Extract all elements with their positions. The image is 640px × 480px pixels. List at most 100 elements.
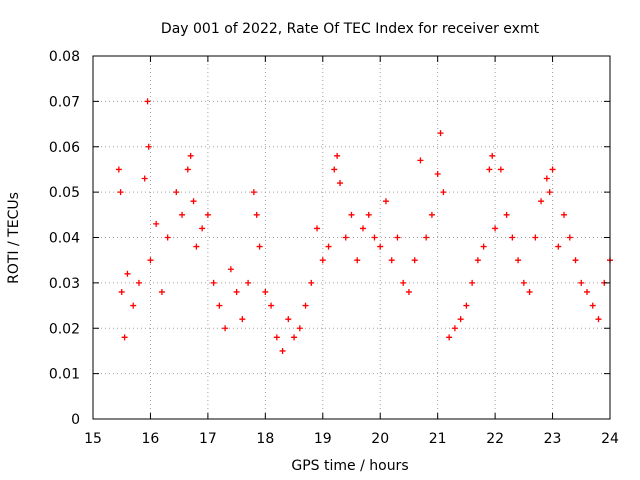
data-point xyxy=(411,257,418,264)
data-point xyxy=(423,234,430,241)
y-tick-label: 0.07 xyxy=(49,94,80,110)
data-point xyxy=(153,220,160,227)
data-point xyxy=(245,279,252,286)
data-point xyxy=(561,211,568,218)
data-point xyxy=(117,189,124,196)
data-point xyxy=(145,143,152,150)
y-tick-label: 0.03 xyxy=(49,276,80,292)
data-point xyxy=(474,257,481,264)
data-point xyxy=(227,266,234,273)
data-point xyxy=(158,288,165,295)
data-point xyxy=(121,334,128,341)
x-axis-title: GPS time / hours xyxy=(291,458,408,474)
data-point xyxy=(314,225,321,232)
data-point xyxy=(566,234,573,241)
data-point xyxy=(595,316,602,323)
data-point xyxy=(589,302,596,309)
data-point xyxy=(144,98,151,105)
data-point xyxy=(394,234,401,241)
data-point xyxy=(437,130,444,137)
y-tick-label: 0.08 xyxy=(49,49,80,65)
data-point xyxy=(273,334,280,341)
data-point xyxy=(222,325,229,332)
data-point xyxy=(250,189,257,196)
data-point xyxy=(549,166,556,173)
x-tick-label: 15 xyxy=(84,431,102,447)
data-point xyxy=(331,166,338,173)
data-point xyxy=(520,279,527,286)
data-point xyxy=(469,279,476,286)
data-point xyxy=(457,316,464,323)
y-tick-label: 0.05 xyxy=(49,185,80,201)
data-point xyxy=(446,334,453,341)
data-point xyxy=(342,234,349,241)
data-point xyxy=(256,243,263,250)
data-point xyxy=(253,211,260,218)
data-point xyxy=(400,279,407,286)
data-point xyxy=(173,189,180,196)
data-point xyxy=(489,152,496,159)
data-point xyxy=(184,166,191,173)
x-tick-label: 22 xyxy=(486,431,504,447)
data-point xyxy=(503,211,510,218)
data-point xyxy=(371,234,378,241)
data-point xyxy=(268,302,275,309)
data-point xyxy=(216,302,223,309)
data-point xyxy=(130,302,137,309)
data-point xyxy=(179,211,186,218)
data-point xyxy=(124,270,131,277)
x-tick-label: 24 xyxy=(601,431,619,447)
data-point xyxy=(480,243,487,250)
data-point xyxy=(135,279,142,286)
y-tick-label: 0.06 xyxy=(49,140,80,156)
x-tick-label: 19 xyxy=(314,431,332,447)
data-point xyxy=(279,347,286,354)
data-point xyxy=(291,334,298,341)
data-point xyxy=(486,166,493,173)
data-point xyxy=(308,279,315,286)
data-point xyxy=(572,257,579,264)
y-tick-labels: 0 0.01 0.02 0.03 0.04 0.05 0.06 0.07 0.08 xyxy=(49,49,80,428)
data-point xyxy=(233,288,240,295)
data-point xyxy=(337,180,344,187)
y-tick-label: 0.04 xyxy=(49,231,80,247)
y-tick-label: 0.01 xyxy=(49,367,80,383)
data-point xyxy=(405,288,412,295)
grid-lines xyxy=(93,56,610,419)
data-point xyxy=(377,243,384,250)
data-point xyxy=(515,257,522,264)
data-point xyxy=(532,234,539,241)
data-point xyxy=(526,288,533,295)
data-point xyxy=(190,198,197,205)
chart-title: Day 001 of 2022, Rate Of TEC Index for r… xyxy=(161,21,540,37)
data-point xyxy=(115,166,122,173)
data-point xyxy=(492,225,499,232)
data-point xyxy=(417,157,424,164)
data-point xyxy=(296,325,303,332)
data-point xyxy=(147,257,154,264)
data-point xyxy=(239,316,246,323)
data-point xyxy=(388,257,395,264)
data-point xyxy=(584,288,591,295)
data-point xyxy=(365,211,372,218)
y-tick-label: 0.02 xyxy=(49,321,80,337)
y-axis-title: ROTI / TECUs xyxy=(6,192,22,284)
x-tick-label: 18 xyxy=(256,431,274,447)
data-point xyxy=(285,316,292,323)
x-tick-label: 20 xyxy=(371,431,389,447)
data-point xyxy=(193,243,200,250)
data-point xyxy=(546,189,553,196)
x-tick-label: 21 xyxy=(429,431,447,447)
x-tick-label: 17 xyxy=(199,431,217,447)
data-point xyxy=(302,302,309,309)
data-point xyxy=(440,189,447,196)
data-point xyxy=(199,225,206,232)
data-point xyxy=(210,279,217,286)
y-tick-label: 0 xyxy=(71,412,80,428)
data-point xyxy=(463,302,470,309)
data-point xyxy=(187,152,194,159)
data-point xyxy=(325,243,332,250)
data-point xyxy=(543,175,550,182)
data-point xyxy=(354,257,361,264)
